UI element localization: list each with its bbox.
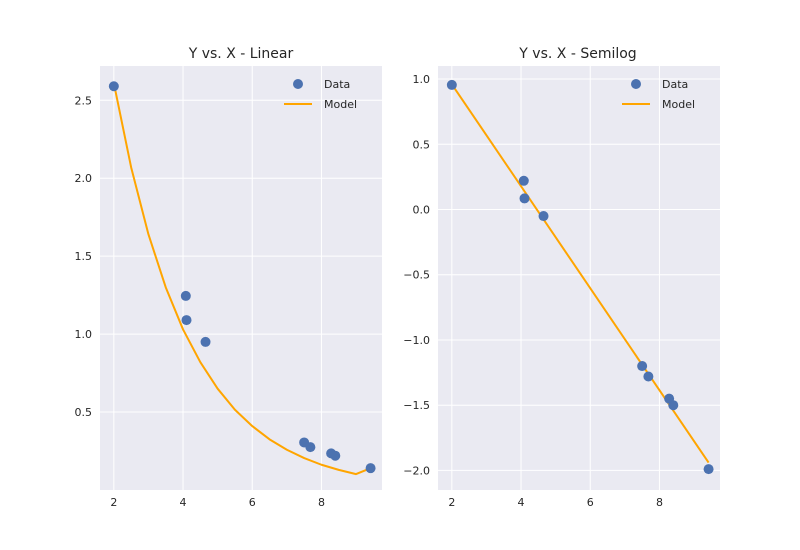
data-point xyxy=(668,400,679,411)
legend-label-data: Data xyxy=(662,78,688,91)
x-tick-label: 8 xyxy=(318,496,325,509)
data-point xyxy=(365,463,376,474)
plot-marks xyxy=(446,79,714,475)
y-tick-label: 0.5 xyxy=(75,406,93,419)
data-point xyxy=(330,450,341,461)
tick-labels: 2 4 6 8 0.5 1.0 1.5 2.0 2.5 xyxy=(75,94,325,509)
panel-semilog: Y vs. X - Semilog 2 4 6 8 1.0 0.5 0.0 −0.5 −1.0 −… xyxy=(403,46,720,509)
chart-title: Y vs. X - Linear xyxy=(188,46,294,62)
x-tick-label: 6 xyxy=(249,496,256,509)
x-tick-label: 2 xyxy=(448,496,455,509)
y-tick-label: 2.5 xyxy=(75,94,93,107)
y-tick-label: 1.0 xyxy=(413,73,431,86)
panel-linear: Y vs. X - Linear 2 4 6 8 0.5 1.0 1.5 2.0 2.5 Dat… xyxy=(75,46,382,509)
data-point xyxy=(446,79,457,90)
y-tick-label: 1.5 xyxy=(75,250,93,263)
y-tick-label: −1.5 xyxy=(403,399,430,412)
axes-background xyxy=(438,66,720,490)
data-point xyxy=(518,175,529,186)
y-tick-label: 1.0 xyxy=(75,328,93,341)
legend-label-model: Model xyxy=(324,98,357,111)
legend-marker-data xyxy=(631,79,641,89)
legend: Data Model xyxy=(284,78,357,111)
y-tick-label: 2.0 xyxy=(75,172,93,185)
data-point xyxy=(703,464,714,475)
x-tick-label: 2 xyxy=(110,496,117,509)
data-point xyxy=(181,315,192,326)
y-tick-label: −1.0 xyxy=(403,334,430,347)
x-tick-label: 4 xyxy=(180,496,187,509)
data-point xyxy=(643,371,654,382)
data-point xyxy=(200,336,211,347)
chart-title: Y vs. X - Semilog xyxy=(518,46,636,62)
series-line-model xyxy=(112,82,371,476)
legend-label-data: Data xyxy=(324,78,350,91)
data-point xyxy=(538,211,549,222)
plot-marks xyxy=(108,81,376,476)
tick-labels: 2 4 6 8 1.0 0.5 0.0 −0.5 −1.0 −1.5 −2.0 xyxy=(403,73,663,509)
x-tick-label: 4 xyxy=(518,496,525,509)
y-tick-label: 0.5 xyxy=(413,138,431,151)
data-point xyxy=(305,442,316,453)
x-tick-label: 6 xyxy=(587,496,594,509)
y-tick-label: −2.0 xyxy=(403,464,430,477)
legend-label-model: Model xyxy=(662,98,695,111)
data-point xyxy=(180,290,191,301)
axes-background xyxy=(100,66,382,490)
data-point xyxy=(519,193,530,204)
data-point xyxy=(108,81,119,92)
y-tick-label: −0.5 xyxy=(403,269,430,282)
legend-marker-data xyxy=(293,79,303,89)
y-tick-label: 0.0 xyxy=(413,204,431,217)
grid-lines xyxy=(100,66,382,490)
legend: Data Model xyxy=(622,78,695,111)
data-point xyxy=(637,361,648,372)
x-tick-label: 8 xyxy=(656,496,663,509)
